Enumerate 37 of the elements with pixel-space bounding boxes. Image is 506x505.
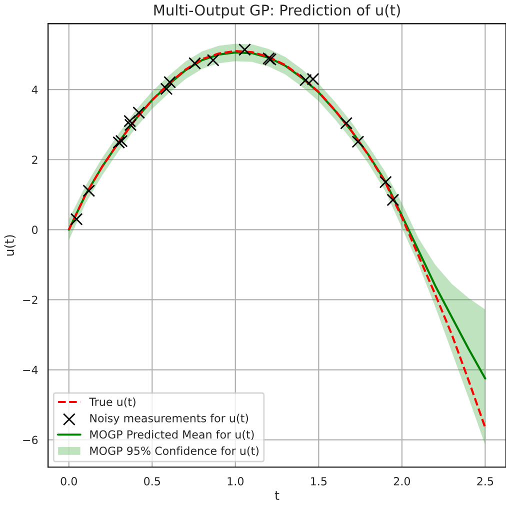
point: [132, 106, 146, 119]
point: [112, 136, 126, 149]
point: [238, 43, 251, 56]
y-tick-label: 4: [32, 86, 38, 94]
legend-label: True u(t): [89, 397, 136, 408]
point: [70, 212, 83, 226]
point: [352, 136, 364, 148]
point: [386, 194, 400, 206]
legend-label: MOGP 95% Confidence for u(t): [90, 446, 259, 456]
legend-label: MOGP Predicted Mean for u(t): [90, 430, 254, 440]
y-tick-label: −4: [23, 366, 38, 374]
x-tick-label: 0.0: [60, 477, 77, 486]
y-tick-label: 0: [32, 226, 38, 234]
x-tick-label: 1.0: [228, 477, 244, 486]
point: [164, 76, 176, 88]
point: [82, 184, 96, 198]
y-axis-title: u(t): [4, 235, 16, 256]
x-tick-label: 1.5: [311, 477, 327, 486]
chart-title: Multi-Output GP: Prediction of u(t): [154, 4, 400, 18]
y-tick-label: −2: [23, 296, 38, 304]
point: [340, 116, 353, 130]
x-tick-label: 0.5: [144, 477, 160, 486]
x-tick-label: 2.5: [477, 477, 494, 486]
x-tick-label: 2.0: [394, 477, 410, 486]
point: [124, 114, 136, 128]
point: [299, 74, 312, 86]
point: [379, 176, 392, 188]
point: [124, 118, 137, 132]
point: [206, 54, 220, 66]
point: [188, 57, 202, 70]
point: [115, 134, 128, 148]
point: [160, 82, 173, 96]
y-tick-label: −6: [23, 436, 38, 444]
x-axis-title: t: [274, 491, 280, 500]
legend-label: Noisy measurements for u(t): [90, 414, 248, 425]
y-tick-label: 2: [32, 156, 38, 164]
point: [306, 72, 320, 86]
